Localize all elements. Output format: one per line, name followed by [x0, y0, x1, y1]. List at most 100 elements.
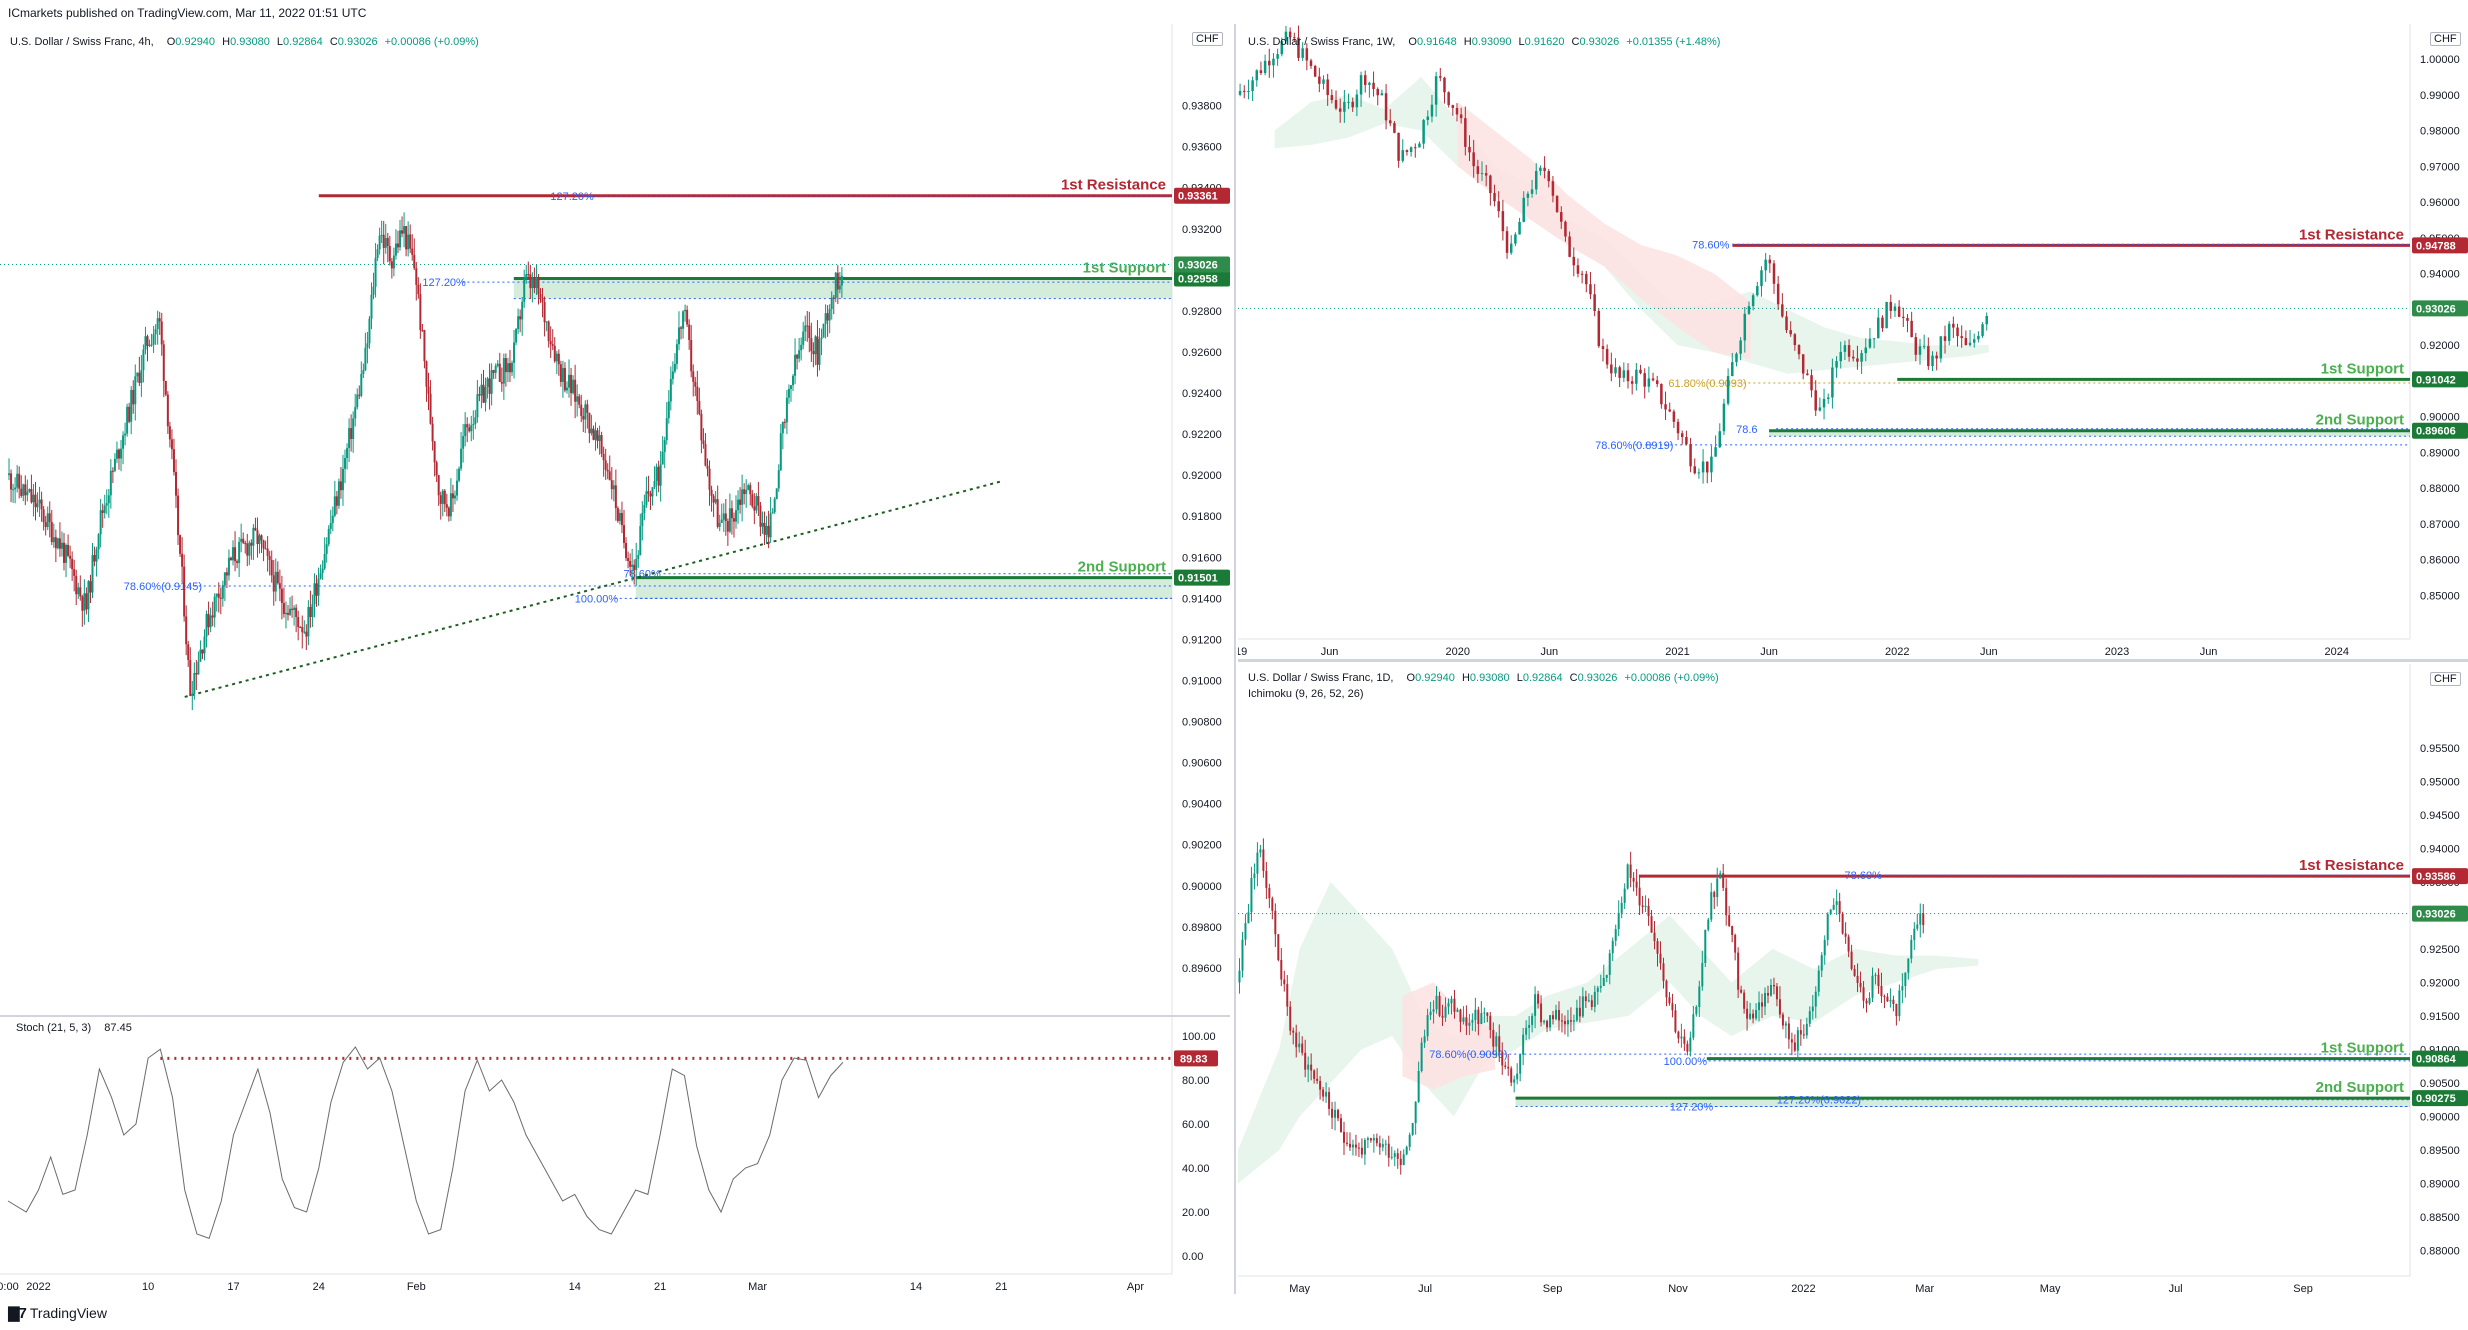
candle-body	[1447, 1003, 1450, 1007]
candle-body	[1426, 1015, 1429, 1037]
legend-1d: U.S. Dollar / Swiss Franc, 1D, O0.92940 …	[1248, 672, 1719, 684]
candle-body	[199, 649, 202, 662]
candle-body	[1537, 994, 1540, 1004]
candle-body	[1749, 1013, 1752, 1019]
candle-body	[1775, 986, 1778, 1000]
candle-body	[1322, 1089, 1325, 1097]
candle-body	[1685, 437, 1688, 445]
candle-body	[1853, 968, 1856, 976]
candle-body	[1272, 58, 1275, 66]
chart-panel-1w[interactable]: U.S. Dollar / Swiss Franc, 1W, O0.91648 …	[1229, 24, 2468, 659]
candle-body	[824, 313, 827, 324]
candle-body	[1892, 999, 1895, 1005]
candle-body	[8, 473, 11, 476]
candle-body	[115, 449, 118, 459]
candle-body	[1632, 877, 1635, 882]
candle-body	[478, 394, 481, 396]
candle-body	[193, 672, 196, 694]
y-tick-label: 0.92000	[2420, 977, 2460, 989]
chart-1d-svg[interactable]: 0.955000.950000.945000.940000.935000.930…	[1238, 664, 2468, 1295]
candle-body	[124, 433, 127, 436]
candle-body	[172, 449, 175, 473]
candle-body	[87, 581, 90, 610]
x-tick-label: Jun	[1321, 646, 1339, 658]
candle-body	[1277, 934, 1280, 961]
candle-body	[445, 504, 448, 508]
candle-body	[517, 316, 520, 329]
candle-body	[1706, 461, 1709, 473]
candle-body	[258, 535, 261, 545]
candle-body	[1913, 928, 1916, 940]
candle-body	[1297, 37, 1300, 58]
candle-body	[154, 329, 157, 335]
candle-body	[1910, 939, 1913, 959]
candle-body	[1956, 327, 1959, 337]
candle-body	[132, 390, 135, 405]
candle-body	[1263, 60, 1267, 74]
chart-panel-1d[interactable]: U.S. Dollar / Swiss Franc, 1D, O0.92940 …	[1238, 664, 2468, 1295]
candle-body	[1902, 316, 1905, 318]
candle-body	[1243, 90, 1246, 92]
candle-body	[309, 606, 312, 618]
candle-body	[1489, 1015, 1492, 1031]
candle-body	[578, 396, 581, 405]
candle-body	[1576, 265, 1580, 274]
candle-body	[506, 363, 509, 373]
x-tick-label: 14	[569, 1281, 581, 1293]
candle-body	[1293, 37, 1296, 39]
x-tick-label: Jun	[2200, 646, 2218, 658]
footer-brand: TradingView	[29, 1305, 107, 1321]
candle-body	[812, 351, 815, 355]
candle-body	[1417, 1071, 1420, 1102]
candle-body	[708, 468, 711, 490]
candle-body	[1664, 404, 1667, 410]
chart-1w-svg[interactable]: 1.000000.990000.980000.970000.960000.950…	[1229, 24, 2468, 659]
candle-body	[1585, 273, 1588, 285]
candle-body	[1434, 76, 1438, 105]
level-name-label: 1st Support	[2321, 1040, 2404, 1057]
price-tag-label: 0.89606	[2416, 426, 2456, 438]
x-tick-label: 2022	[26, 1281, 50, 1293]
candle-body	[1660, 383, 1663, 405]
candle-body	[557, 353, 560, 365]
candle-body	[635, 558, 638, 571]
candle-body	[1304, 1052, 1307, 1070]
candle-body	[1618, 367, 1621, 378]
candle-body	[631, 564, 634, 567]
candle-body	[1689, 444, 1692, 467]
candle-body	[1856, 358, 1859, 362]
candle-body	[1985, 315, 1988, 325]
candle-body	[1862, 987, 1865, 1001]
candle-body	[596, 430, 599, 441]
candle-body	[1806, 373, 1809, 376]
candle-body	[798, 350, 801, 359]
candle-body	[399, 230, 402, 248]
candle-body	[1596, 987, 1599, 992]
candle-body	[1743, 313, 1747, 341]
candle-body	[1590, 1000, 1593, 1007]
candle-body	[1764, 993, 1767, 1007]
candle-body	[1555, 195, 1559, 213]
y-tick-label: 0.93600	[1182, 142, 1222, 154]
candle-body	[1507, 1066, 1510, 1069]
candle-body	[370, 294, 373, 319]
candle-body	[1689, 1037, 1692, 1052]
candle-body	[492, 370, 495, 373]
candle-body	[533, 279, 536, 288]
x-tick-label: 0:00	[0, 1281, 19, 1293]
candle-body	[1423, 1036, 1426, 1043]
y-tick-label: 0.97000	[2420, 161, 2460, 173]
y-tick-label: 0.90200	[1182, 840, 1222, 852]
fib-label: 127.20%	[422, 277, 466, 289]
chart-panel-4h[interactable]: U.S. Dollar / Swiss Franc, 4h, O0.92940 …	[0, 24, 1232, 1294]
candle-body	[1564, 221, 1567, 237]
candle-body	[10, 473, 13, 490]
candle-body	[401, 230, 404, 234]
candle-body	[816, 336, 819, 365]
x-tick-label: Apr	[1127, 1281, 1144, 1293]
candle-body	[217, 593, 220, 598]
candle-body	[1778, 999, 1781, 1015]
candle-body	[574, 379, 577, 402]
price-tag-label: 0.91501	[1178, 573, 1218, 585]
chart-4h-svg[interactable]: 0.938000.936000.934000.932000.930000.928…	[0, 24, 1232, 1294]
